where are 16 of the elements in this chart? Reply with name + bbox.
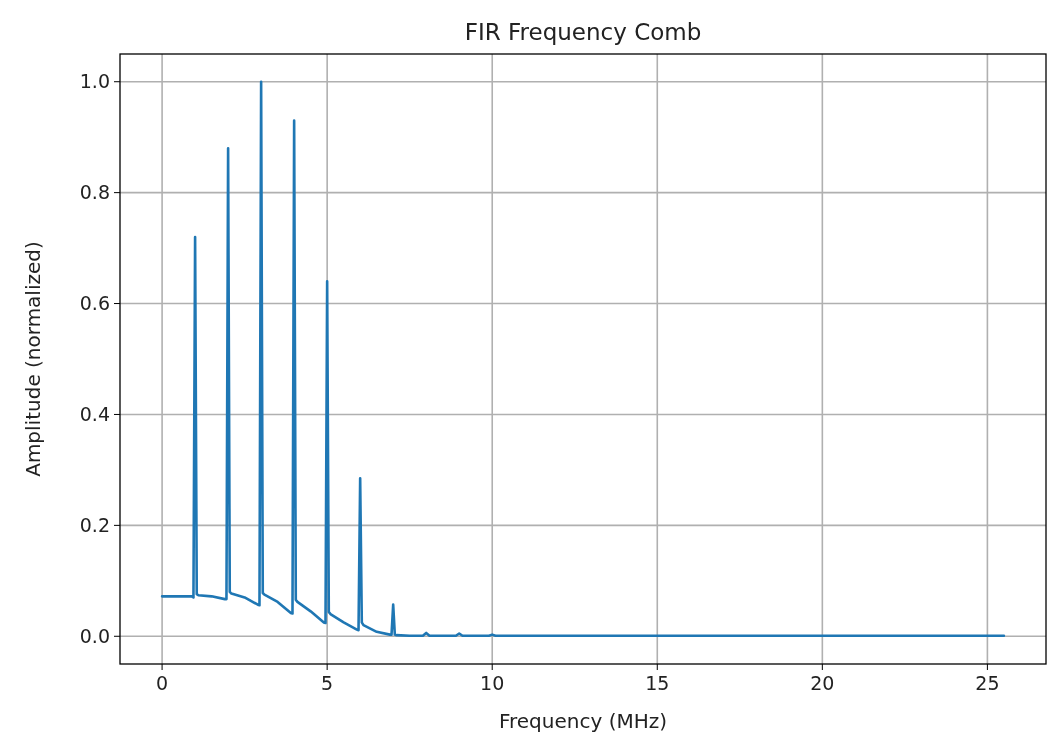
y-tick-label: 0.0 bbox=[79, 624, 110, 647]
y-axis-title: Amplitude (normalized) bbox=[21, 241, 45, 477]
y-tick-label: 0.8 bbox=[79, 181, 110, 204]
y-tick-label: 1.0 bbox=[79, 70, 110, 93]
x-tick-label: 15 bbox=[645, 672, 670, 694]
x-tick-label: 0 bbox=[156, 672, 169, 694]
x-tick-label: 20 bbox=[810, 672, 835, 694]
x-tick-label: 5 bbox=[321, 672, 334, 694]
x-tick-label: 25 bbox=[975, 672, 1000, 694]
x-tick-label: 10 bbox=[480, 672, 505, 694]
line-series bbox=[160, 80, 1006, 638]
x-axis-title: Frequency (MHz) bbox=[498, 709, 668, 733]
y-tick-label: 0.6 bbox=[79, 292, 110, 315]
y-tick-label: 0.2 bbox=[79, 514, 110, 537]
y-tick-label: 0.4 bbox=[79, 403, 110, 426]
chart-title: FIR Frequency Comb bbox=[464, 19, 702, 45]
